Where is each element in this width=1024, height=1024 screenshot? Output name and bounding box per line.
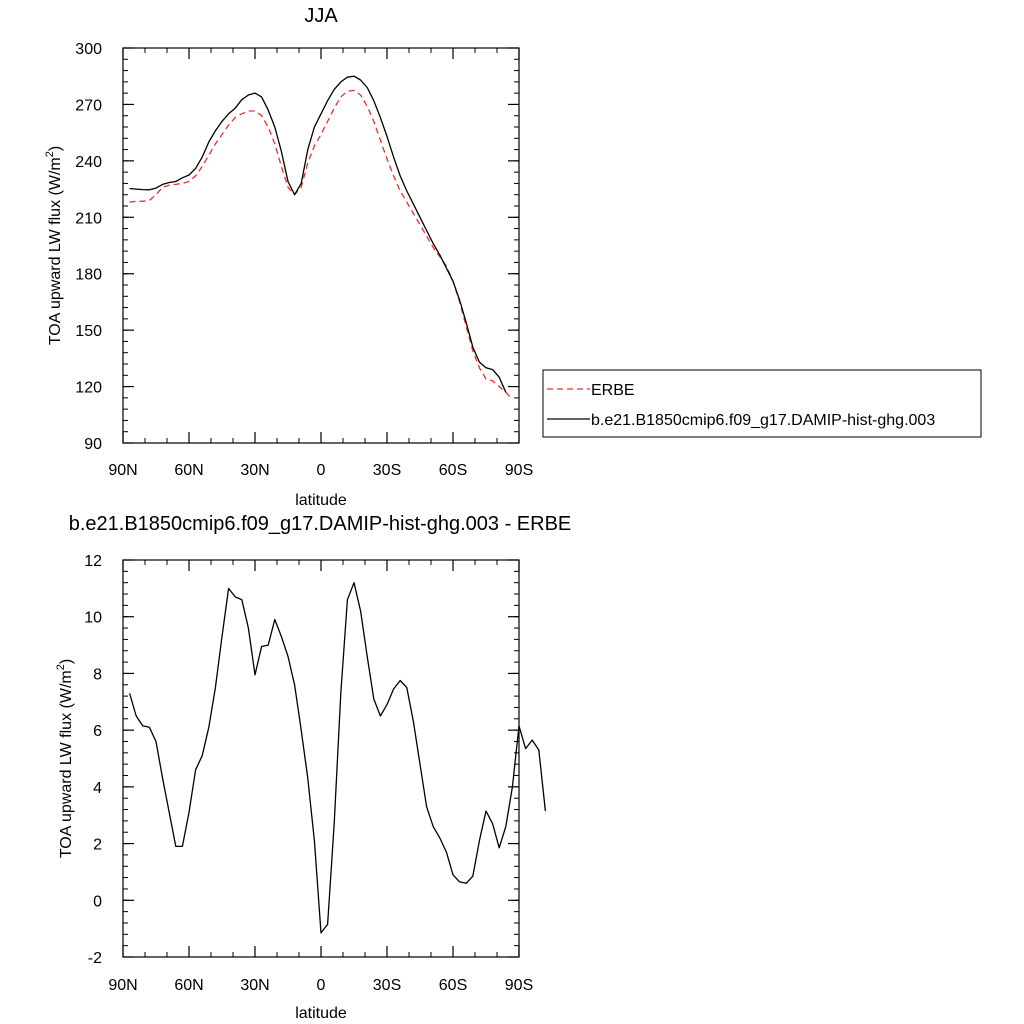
x-tick-label: 60N <box>174 977 203 994</box>
chart-title: b.e21.B1850cmip6.f09_g17.DAMIP-hist-ghg.… <box>69 513 572 535</box>
x-tick-label: 60N <box>174 462 203 479</box>
y-tick-label: 8 <box>93 666 102 683</box>
chart-panel-2: b.e21.B1850cmip6.f09_g17.DAMIP-hist-ghg.… <box>55 513 571 1022</box>
y-tick-label: -2 <box>88 950 102 967</box>
y-tick-label: 270 <box>75 97 102 114</box>
y-tick-label: 300 <box>75 41 102 58</box>
y-tick-label: 0 <box>93 893 102 910</box>
plot-frame <box>122 559 520 958</box>
x-tick-label: 60S <box>439 462 467 479</box>
x-tick-label: 60S <box>439 977 467 994</box>
y-axis-label: TOA upward LW flux (W/m2) <box>55 659 75 858</box>
y-tick-label: 12 <box>84 553 102 570</box>
y-tick-label: 6 <box>93 723 102 740</box>
y-tick-label: 2 <box>93 837 102 854</box>
y-tick-label: 150 <box>75 323 102 340</box>
y-tick-label: 240 <box>75 154 102 171</box>
y-tick-label: 210 <box>75 210 102 227</box>
plot-frame <box>122 47 520 444</box>
x-tick-label: 90S <box>505 977 533 994</box>
x-tick-label: 30N <box>240 977 269 994</box>
y-tick-label: 180 <box>75 267 102 284</box>
x-tick-label: 30S <box>373 977 401 994</box>
y-tick-label: 4 <box>93 780 102 797</box>
x-axis-label: latitude <box>295 1005 347 1022</box>
x-tick-label: 90S <box>505 462 533 479</box>
x-tick-label: 90N <box>108 462 137 479</box>
x-tick-label: 90N <box>108 977 137 994</box>
legend-label-1: ERBE <box>591 382 635 399</box>
series-line-2 <box>129 75 507 393</box>
x-tick-label: 0 <box>317 462 326 479</box>
y-axis-label: TOA upward LW flux (W/m2) <box>44 146 64 345</box>
x-tick-label: 30N <box>240 462 269 479</box>
series-line-1 <box>129 89 513 401</box>
chart-panel-1: JJA 90N 60N 30N 0 30S 60S 90S 90 120 150 180 210 240 2… <box>44 5 982 509</box>
legend: ERBE b.e21.B1850cmip6.f09_g17.DAMIP-hist-… <box>542 369 982 438</box>
legend-label-2: b.e21.B1850cmip6.f09_g17.DAMIP-hist-ghg.… <box>591 412 935 429</box>
y-tick-label: 90 <box>84 436 102 453</box>
x-tick-label: 30S <box>373 462 401 479</box>
chart-title: JJA <box>304 5 338 27</box>
x-tick-label: 0 <box>317 977 326 994</box>
series-line-1 <box>128 582 547 934</box>
x-axis-label: latitude <box>295 492 347 509</box>
y-tick-label: 10 <box>84 610 102 627</box>
y-tick-label: 120 <box>75 380 102 397</box>
legend-box <box>542 369 982 438</box>
